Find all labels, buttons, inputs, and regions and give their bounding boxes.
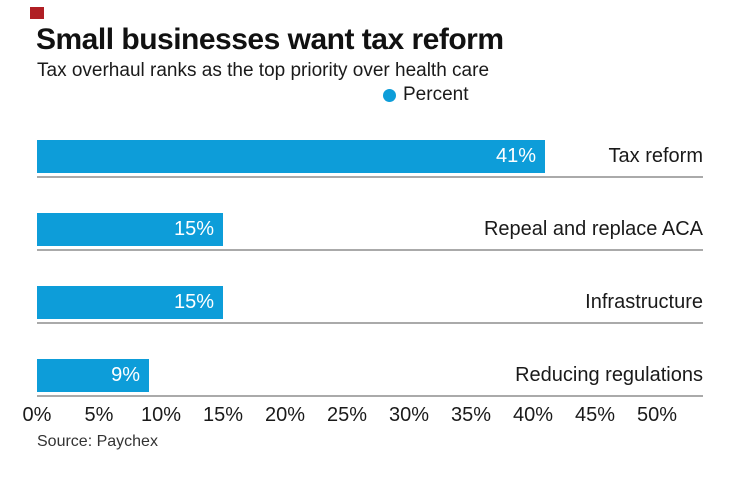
bar-tax-reform: 41% bbox=[37, 140, 545, 173]
x-axis-tick: 25% bbox=[326, 404, 368, 426]
bar-plot-area: 41% Tax reform 15% Repeal and replace AC… bbox=[37, 140, 703, 432]
bar-repeal-replace-aca: 15% bbox=[37, 213, 223, 246]
bar-category-label: Tax reform bbox=[608, 145, 703, 167]
brand-mark-red-square bbox=[30, 7, 44, 19]
bar-reducing-regulations: 9% bbox=[37, 359, 149, 392]
bar-category-label: Infrastructure bbox=[585, 291, 703, 313]
bar-baseline-divider bbox=[37, 322, 703, 324]
x-axis-tick: 40% bbox=[512, 404, 554, 426]
bar-baseline-divider bbox=[37, 249, 703, 251]
x-axis-tick: 45% bbox=[574, 404, 616, 426]
legend: Percent bbox=[383, 84, 468, 106]
legend-label: Percent bbox=[403, 84, 469, 105]
legend-dot-icon bbox=[383, 88, 396, 102]
chart-subtitle: Tax overhaul ranks as the top priority o… bbox=[37, 60, 490, 81]
bar-row: 15% Infrastructure bbox=[37, 286, 703, 324]
x-axis: 0% 5% 10% 15% 20% 25% 30% 35% 40% 45% 50… bbox=[6, 404, 688, 427]
bar-row: 9% Reducing regulations bbox=[37, 359, 703, 397]
bar-category-label: Repeal and replace ACA bbox=[483, 218, 703, 240]
x-axis-tick: 50% bbox=[636, 404, 678, 426]
source-note: Source: Paychex bbox=[37, 433, 158, 450]
bar-baseline-divider bbox=[37, 395, 703, 397]
bar-value-label: 41% bbox=[495, 145, 536, 167]
bar-value-label: 15% bbox=[173, 218, 214, 240]
bar-category-label: Reducing regulations bbox=[515, 364, 703, 386]
bar-baseline-divider bbox=[37, 176, 703, 178]
x-axis-tick: 30% bbox=[388, 404, 430, 426]
bar-infrastructure: 15% bbox=[37, 286, 223, 319]
x-axis-tick: 20% bbox=[264, 404, 306, 426]
bar-row: 15% Repeal and replace ACA bbox=[37, 213, 703, 251]
bar-value-label: 15% bbox=[173, 291, 214, 313]
bar-value-label: 9% bbox=[111, 364, 140, 386]
chart-title: Small businesses want tax reform bbox=[36, 23, 504, 56]
x-axis-tick: 0% bbox=[22, 404, 52, 426]
x-axis-tick: 35% bbox=[450, 404, 492, 426]
x-axis-tick: 10% bbox=[140, 404, 182, 426]
bar-row: 41% Tax reform bbox=[37, 140, 703, 178]
x-axis-tick: 5% bbox=[84, 404, 114, 426]
x-axis-tick: 15% bbox=[202, 404, 244, 426]
